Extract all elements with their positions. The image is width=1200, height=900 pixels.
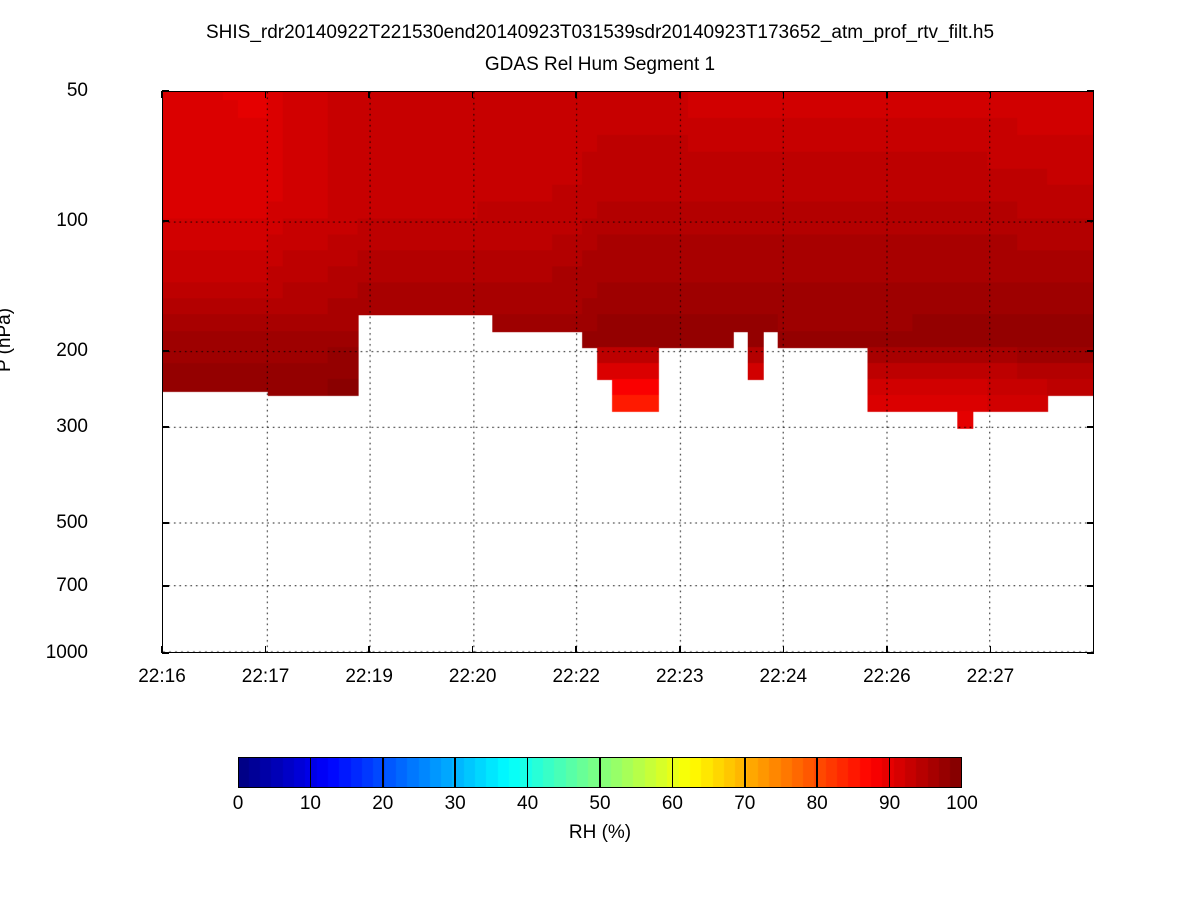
- colorbar-tick-70: [744, 757, 746, 788]
- y-tick-right-200: [1087, 350, 1094, 352]
- figure-title-line2: GDAS Rel Hum Segment 1: [484, 54, 716, 75]
- colorbar-tick-label-30: 30: [444, 793, 466, 814]
- x-tick-label-22:27: 22:27: [966, 666, 1015, 687]
- colorbar-tick-label-10: 10: [299, 793, 321, 814]
- y-tick-label-1000: 1000: [45, 642, 88, 663]
- colorbar-tick-50: [599, 757, 601, 788]
- colorbar-tick-label-90: 90: [879, 793, 901, 814]
- x-tick-top-22:23: [679, 91, 681, 98]
- colorbar-tick-60: [671, 757, 674, 788]
- colorbar-tick-label-60: 60: [661, 793, 683, 814]
- x-tick-label-22:20: 22:20: [448, 666, 497, 687]
- colorbar-tick-label-80: 80: [806, 793, 828, 814]
- y-tick-50: [162, 90, 169, 92]
- plot-area: [162, 91, 1094, 653]
- colorbar-tick-90: [888, 757, 891, 788]
- x-tick-22:22: [575, 646, 577, 653]
- colorbar-tick-label-50: 50: [589, 793, 611, 814]
- x-tick-top-22:22: [575, 91, 577, 98]
- colorbar-tick-80: [816, 757, 818, 788]
- colorbar-tick-label-0: 0: [232, 793, 244, 814]
- colorbar-tick-label-20: 20: [372, 793, 394, 814]
- figure-title-line1: SHIS_rdr20140922T221530end20140923T03153…: [205, 22, 995, 43]
- heatmap-canvas: [163, 92, 1093, 652]
- y-tick-right-50: [1087, 90, 1094, 92]
- colorbar-tick-label-100: 100: [946, 793, 978, 814]
- x-tick-22:23: [679, 646, 681, 653]
- x-tick-label-22:26: 22:26: [863, 666, 911, 687]
- y-tick-right-700: [1087, 585, 1094, 587]
- x-tick-22:16: [161, 646, 163, 653]
- y-tick-label-100: 100: [56, 210, 88, 232]
- y-tick-700: [162, 585, 169, 587]
- x-tick-label-22:22: 22:22: [552, 666, 600, 687]
- colorbar-tick-40: [526, 757, 529, 788]
- y-tick-1000: [162, 652, 169, 654]
- y-tick-100: [162, 220, 169, 222]
- x-tick-top-22:27: [989, 91, 992, 98]
- y-tick-label-700: 700: [56, 575, 88, 597]
- x-tick-top-22:26: [886, 91, 888, 98]
- y-tick-500: [162, 522, 169, 524]
- x-tick-top-22:16: [161, 91, 163, 98]
- colorbar-tick-label-70: 70: [734, 793, 756, 814]
- x-tick-label-22:24: 22:24: [759, 666, 808, 687]
- x-tick-22:17: [264, 646, 267, 653]
- x-tick-22:27: [989, 646, 992, 653]
- x-tick-top-22:20: [471, 91, 474, 98]
- y-tick-300: [162, 426, 169, 428]
- x-tick-top-22:19: [368, 91, 370, 98]
- y-tick-label-50: 50: [66, 80, 88, 101]
- y-tick-right-1000: [1087, 652, 1094, 654]
- y-tick-label-500: 500: [56, 511, 88, 533]
- x-tick-label-22:16: 22:16: [138, 666, 186, 687]
- x-tick-label-22:23: 22:23: [655, 666, 704, 687]
- y-tick-200: [162, 350, 169, 352]
- x-tick-22:24: [782, 646, 785, 653]
- colorbar-tick-10: [309, 757, 312, 788]
- y-tick-label-200: 200: [56, 340, 88, 362]
- y-axis-label: P (hPa): [0, 307, 15, 372]
- colorbar-tick-30: [454, 757, 456, 788]
- y-tick-right-300: [1087, 426, 1094, 428]
- x-tick-22:19: [368, 646, 370, 653]
- x-tick-label-22:19: 22:19: [345, 666, 393, 687]
- x-tick-label-22:17: 22:17: [241, 666, 290, 687]
- colorbar-label: RH (%): [568, 822, 632, 843]
- x-tick-top-22:24: [782, 91, 785, 98]
- y-tick-right-100: [1087, 220, 1094, 222]
- x-tick-22:20: [471, 646, 474, 653]
- y-tick-label-300: 300: [56, 416, 88, 438]
- y-tick-right-500: [1087, 522, 1094, 524]
- colorbar-tick-20: [382, 757, 384, 788]
- colorbar-tick-label-40: 40: [517, 793, 539, 814]
- x-tick-22:26: [886, 646, 888, 653]
- x-tick-top-22:17: [264, 91, 267, 98]
